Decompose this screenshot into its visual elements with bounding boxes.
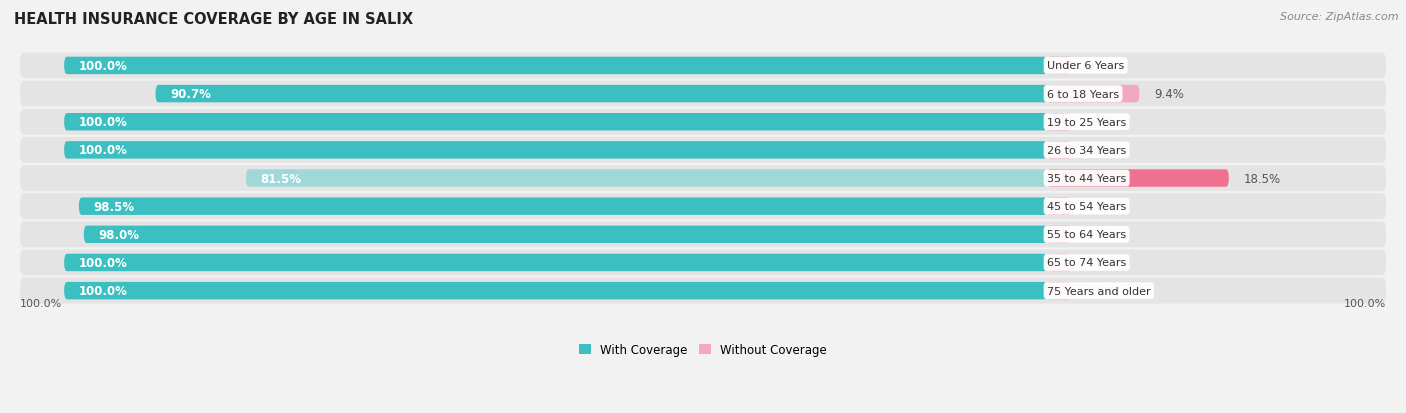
FancyBboxPatch shape xyxy=(1047,226,1071,244)
Text: 100.0%: 100.0% xyxy=(79,60,128,73)
Text: 81.5%: 81.5% xyxy=(260,172,302,185)
Text: 6 to 18 Years: 6 to 18 Years xyxy=(1047,89,1119,100)
Text: 0.0%: 0.0% xyxy=(1087,285,1116,297)
Text: Under 6 Years: Under 6 Years xyxy=(1047,61,1125,71)
FancyBboxPatch shape xyxy=(1047,57,1071,75)
FancyBboxPatch shape xyxy=(1047,282,1071,300)
Text: 65 to 74 Years: 65 to 74 Years xyxy=(1047,258,1126,268)
FancyBboxPatch shape xyxy=(65,142,1047,159)
Text: 26 to 34 Years: 26 to 34 Years xyxy=(1047,145,1126,156)
Text: HEALTH INSURANCE COVERAGE BY AGE IN SALIX: HEALTH INSURANCE COVERAGE BY AGE IN SALI… xyxy=(14,12,413,27)
FancyBboxPatch shape xyxy=(1047,114,1071,131)
Text: 45 to 54 Years: 45 to 54 Years xyxy=(1047,202,1126,212)
FancyBboxPatch shape xyxy=(1047,198,1071,216)
FancyBboxPatch shape xyxy=(1047,254,1071,272)
Text: 19 to 25 Years: 19 to 25 Years xyxy=(1047,117,1126,128)
Text: 1.5%: 1.5% xyxy=(1087,200,1116,213)
FancyBboxPatch shape xyxy=(246,170,1047,188)
FancyBboxPatch shape xyxy=(1047,170,1229,188)
FancyBboxPatch shape xyxy=(20,250,1386,276)
Text: 100.0%: 100.0% xyxy=(79,256,128,269)
FancyBboxPatch shape xyxy=(20,166,1386,192)
FancyBboxPatch shape xyxy=(20,222,1386,248)
Text: 0.0%: 0.0% xyxy=(1087,144,1116,157)
FancyBboxPatch shape xyxy=(20,278,1386,304)
FancyBboxPatch shape xyxy=(20,53,1386,79)
FancyBboxPatch shape xyxy=(1047,85,1139,103)
FancyBboxPatch shape xyxy=(156,85,1047,103)
Text: 100.0%: 100.0% xyxy=(79,116,128,129)
Legend: With Coverage, Without Coverage: With Coverage, Without Coverage xyxy=(574,338,832,361)
Text: 100.0%: 100.0% xyxy=(20,298,62,309)
FancyBboxPatch shape xyxy=(20,81,1386,107)
Text: 100.0%: 100.0% xyxy=(1344,298,1386,309)
FancyBboxPatch shape xyxy=(20,194,1386,220)
FancyBboxPatch shape xyxy=(84,226,1047,244)
Text: Source: ZipAtlas.com: Source: ZipAtlas.com xyxy=(1281,12,1399,22)
FancyBboxPatch shape xyxy=(65,254,1047,272)
Text: 0.0%: 0.0% xyxy=(1087,256,1116,269)
Text: 35 to 44 Years: 35 to 44 Years xyxy=(1047,173,1126,184)
Text: 0.0%: 0.0% xyxy=(1087,116,1116,129)
Text: 18.5%: 18.5% xyxy=(1243,172,1281,185)
FancyBboxPatch shape xyxy=(79,198,1047,216)
Text: 90.7%: 90.7% xyxy=(170,88,211,101)
Text: 0.0%: 0.0% xyxy=(1087,60,1116,73)
Text: 100.0%: 100.0% xyxy=(79,285,128,297)
Text: 98.0%: 98.0% xyxy=(98,228,139,241)
FancyBboxPatch shape xyxy=(20,138,1386,164)
Text: 98.5%: 98.5% xyxy=(94,200,135,213)
Text: 9.4%: 9.4% xyxy=(1154,88,1184,101)
FancyBboxPatch shape xyxy=(65,282,1047,300)
Text: 55 to 64 Years: 55 to 64 Years xyxy=(1047,230,1126,240)
FancyBboxPatch shape xyxy=(65,57,1047,75)
Text: 2.0%: 2.0% xyxy=(1087,228,1116,241)
Text: 100.0%: 100.0% xyxy=(79,144,128,157)
FancyBboxPatch shape xyxy=(65,114,1047,131)
FancyBboxPatch shape xyxy=(20,109,1386,135)
Text: 75 Years and older: 75 Years and older xyxy=(1047,286,1150,296)
FancyBboxPatch shape xyxy=(1047,142,1071,159)
